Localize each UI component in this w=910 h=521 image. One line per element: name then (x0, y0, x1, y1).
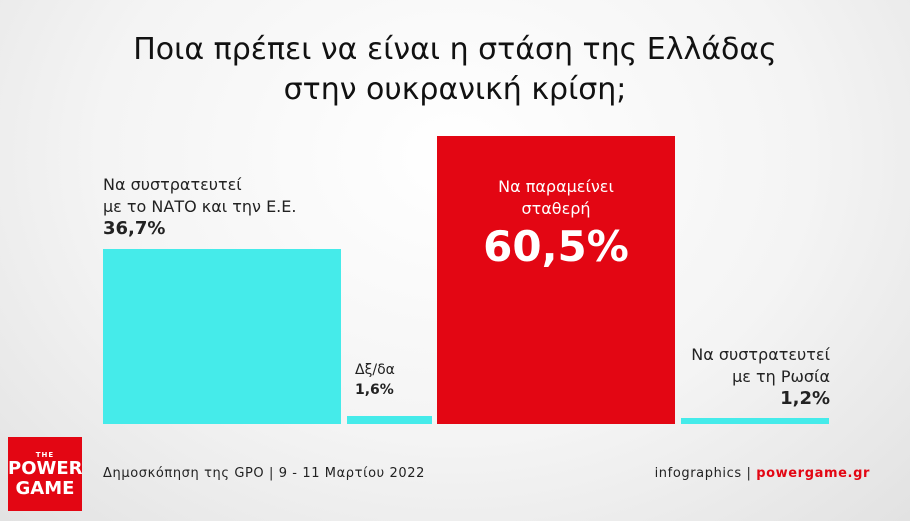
chart-title-line-2: στην ουκρανική κρίση; (283, 72, 627, 107)
bar-label-remain-neutral-line-1: Να παραμείνει (498, 177, 614, 196)
bar-label-russia: Να συστρατευτεί με τη Ρωσία 1,2% (660, 344, 830, 410)
bar-label-nato-eu-line-2: με το ΝΑΤΟ και την Ε.Ε. (103, 197, 297, 216)
chart-title: Ποια πρέπει να είναι η στάση της Ελλάδας… (0, 30, 910, 110)
chart-title-line-1: Ποια πρέπει να είναι η στάση της Ελλάδας (133, 32, 777, 67)
bar-label-nato-eu: Να συστρατευτεί με το ΝΑΤΟ και την Ε.Ε. … (103, 174, 296, 240)
logo-game-text: GAME (15, 478, 75, 499)
logo-the-text: THE (35, 451, 55, 459)
bar-label-dont-know-line-1: Δξ/δα (355, 362, 395, 378)
bar-label-russia-line-2: με τη Ρωσία (732, 367, 830, 386)
footer-source: Δημοσκόπηση της GPO | 9 - 11 Μαρτίου 202… (103, 466, 425, 481)
bar-value-dont-know: 1,6% (355, 382, 394, 398)
bar-label-nato-eu-line-1: Να συστρατευτεί (103, 175, 242, 194)
bar-dont-know (347, 416, 432, 424)
bar-label-dont-know: Δξ/δα 1,6% (355, 360, 395, 400)
bar-value-remain-neutral: 60,5% (483, 222, 629, 271)
bar-value-nato-eu: 36,7% (103, 218, 166, 239)
bar-remain-neutral (437, 136, 675, 424)
bar-label-remain-neutral-line-2: σταθερή (521, 199, 591, 218)
bar-value-russia: 1,2% (780, 388, 830, 409)
logo-power-text: POWER (8, 458, 83, 479)
power-game-logo: THE POWER GAME (8, 437, 83, 511)
bar-label-remain-neutral: Να παραμείνει σταθερή 60,5% (437, 176, 675, 274)
bar-russia (681, 418, 829, 424)
footer-credit-prefix: infographics | (654, 466, 757, 481)
bar-nato-eu (103, 249, 341, 424)
footer-credit-site[interactable]: powergame.gr (756, 466, 870, 481)
footer-credit: infographics | powergame.gr (655, 466, 870, 481)
bar-label-russia-line-1: Να συστρατευτεί (691, 345, 830, 364)
